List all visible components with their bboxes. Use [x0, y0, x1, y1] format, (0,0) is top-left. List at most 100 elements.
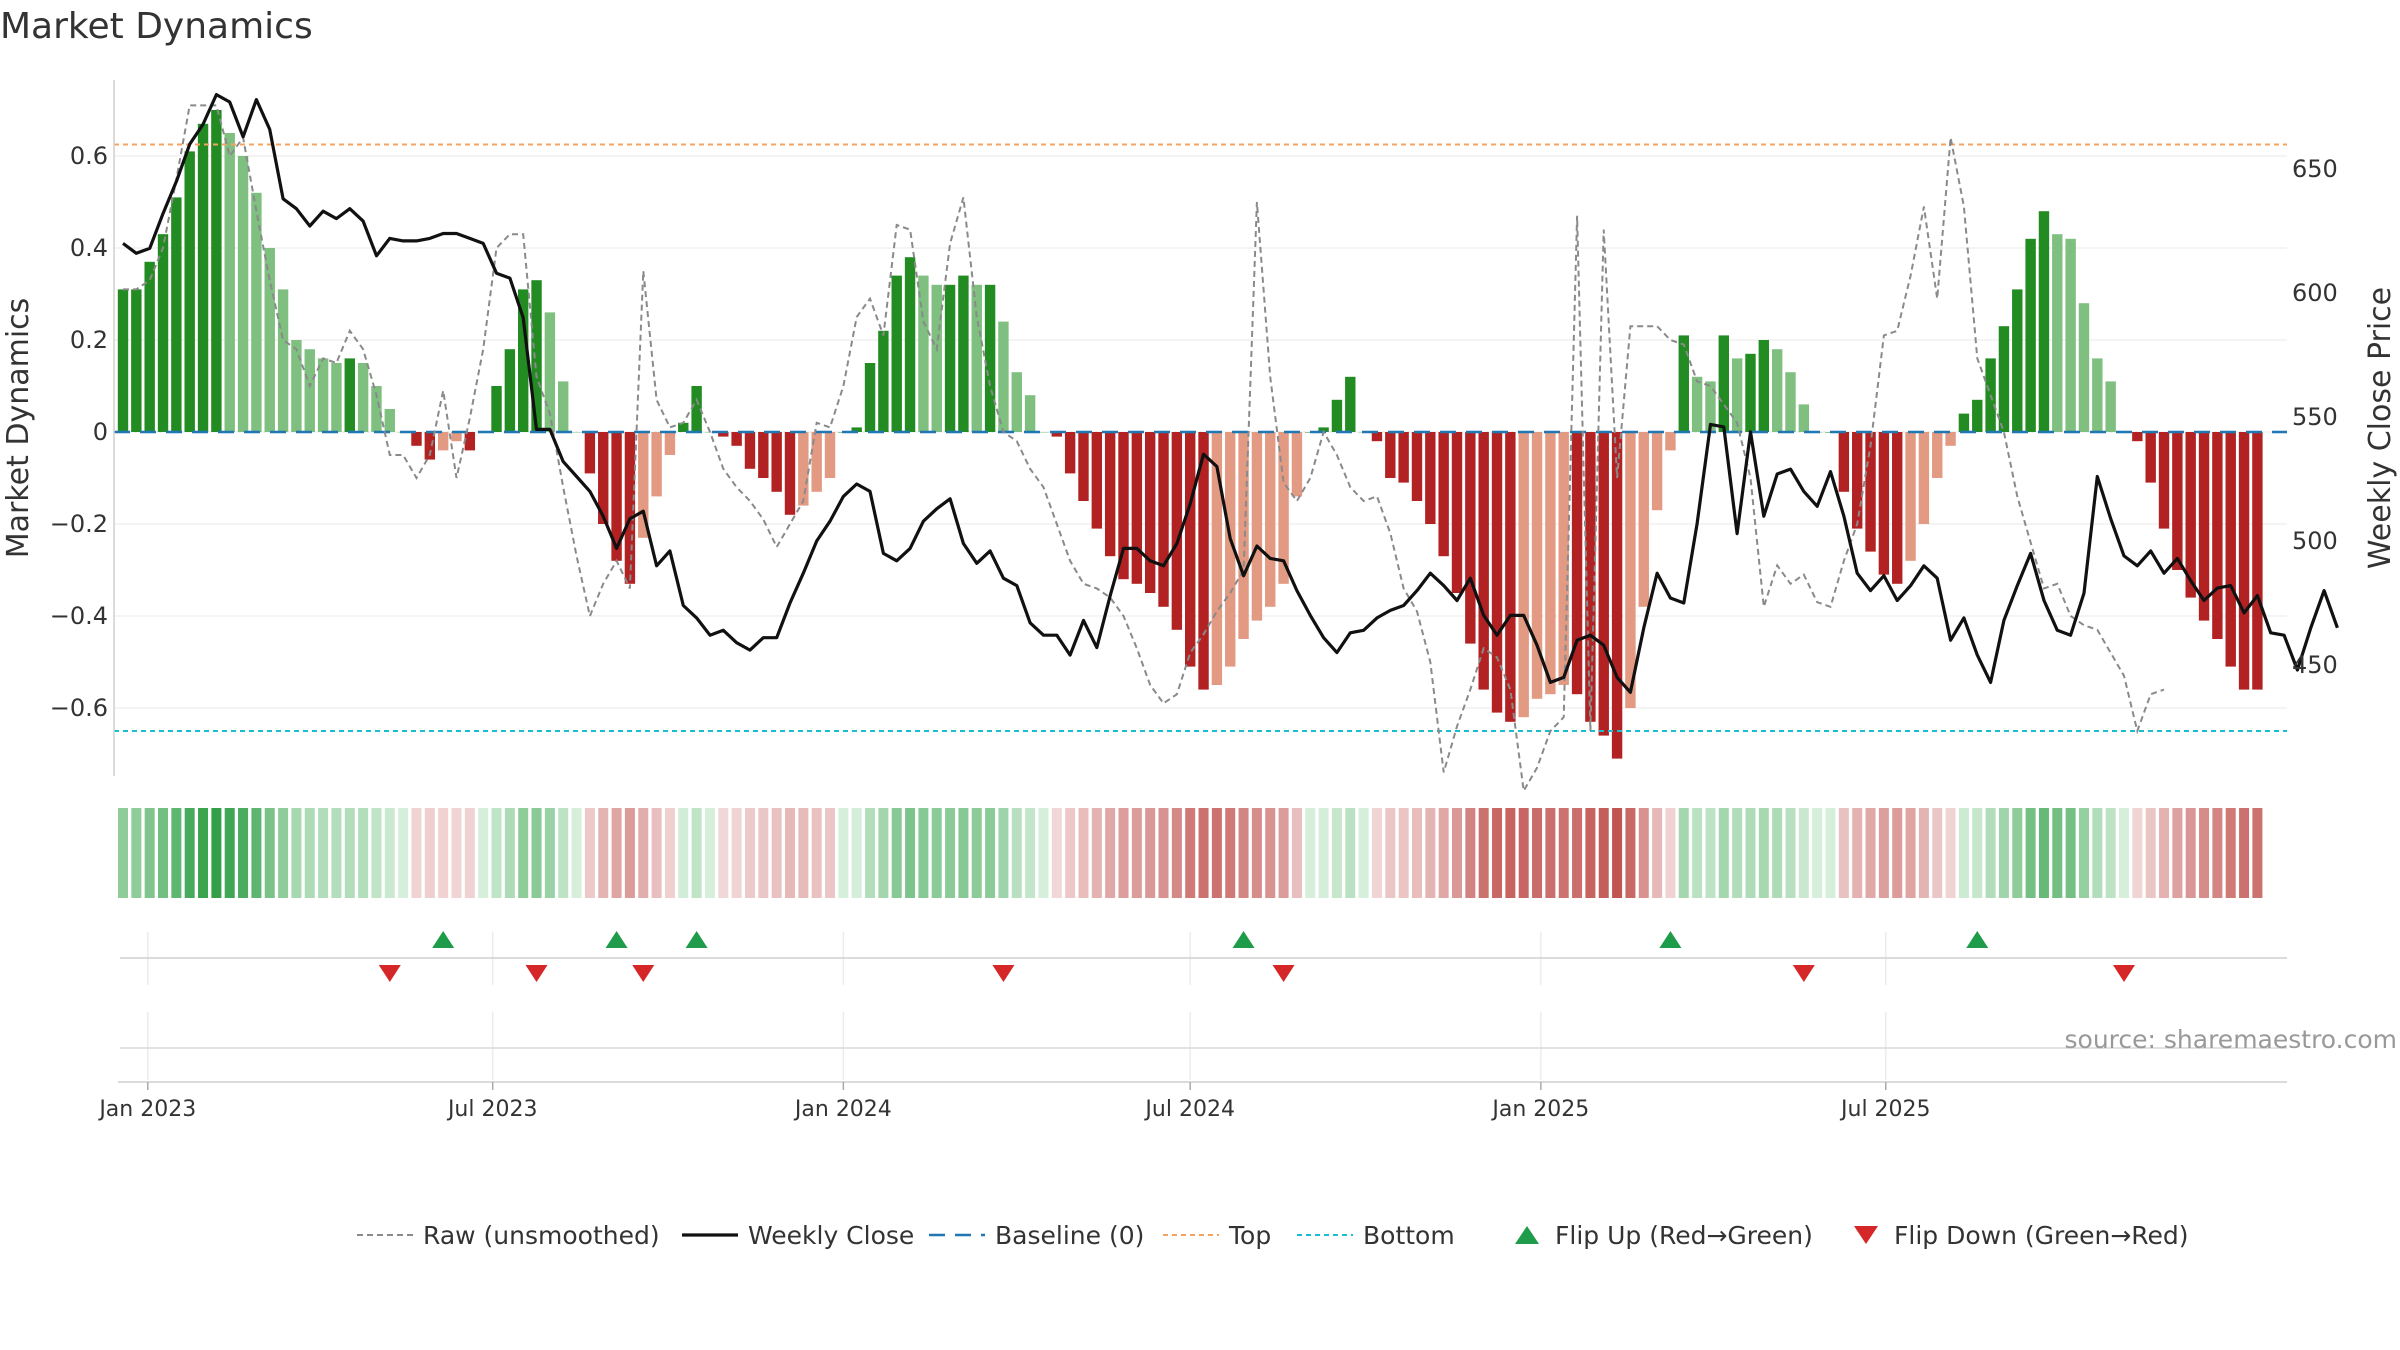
bar — [918, 275, 929, 432]
heat-cell — [571, 808, 582, 898]
heat-cell — [1505, 808, 1516, 898]
bar — [2012, 289, 2023, 432]
bar — [144, 261, 155, 432]
bar — [1932, 432, 1943, 478]
heat-cell — [1158, 808, 1169, 898]
heat-cell — [2105, 808, 2116, 898]
heat-cell — [1291, 808, 1302, 898]
bar — [1798, 404, 1810, 432]
heat-cell — [945, 808, 956, 898]
heat-cell — [1665, 808, 1676, 898]
heat-cell — [318, 808, 329, 898]
bar — [2172, 432, 2183, 570]
heat-cell — [2092, 808, 2103, 898]
bar — [904, 257, 916, 432]
heat-cell — [1131, 808, 1142, 898]
flip-down-marker — [2113, 965, 2135, 982]
bar — [1198, 432, 1209, 690]
heat-cell — [931, 808, 942, 898]
bar — [411, 432, 422, 446]
legend-label: Flip Up (Red→Green) — [1555, 1221, 1813, 1250]
bar — [1958, 413, 1970, 432]
heat-cell — [158, 808, 169, 898]
heat-cell — [1078, 808, 1089, 898]
x-tick-label: Jan 2025 — [1490, 1097, 1589, 1122]
heat-cell — [2038, 808, 2049, 898]
bar — [1211, 432, 1223, 685]
heat-cell — [1065, 808, 1076, 898]
bar — [624, 432, 636, 584]
bar — [1531, 432, 1543, 699]
bar — [2225, 432, 2236, 667]
bar — [1972, 399, 1983, 432]
bar — [1705, 381, 1716, 432]
heat-cell — [1585, 808, 1596, 898]
heat-cell — [744, 808, 755, 898]
heat-cell — [918, 808, 929, 898]
heat-cell — [584, 808, 595, 898]
bar — [1078, 432, 1089, 501]
axes: 0.6 0.4 0.2 0 −0.2 −0.4 −0.6 650 600 550 500 450 Jan… — [50, 80, 2338, 1122]
heat-cell — [1305, 808, 1316, 898]
heat-cell — [2239, 808, 2250, 898]
bar — [1905, 432, 1916, 561]
bar — [2252, 432, 2263, 690]
heat-cell — [2025, 808, 2036, 898]
y-tick-label: 0.2 — [70, 326, 108, 354]
bar — [1518, 432, 1529, 718]
bar — [1465, 432, 1476, 644]
bar — [464, 432, 476, 451]
bar — [1611, 432, 1623, 759]
heat-cell — [1171, 808, 1182, 898]
heat-cell — [464, 808, 475, 898]
legend-label: Raw (unsmoothed) — [423, 1221, 660, 1250]
bar — [1918, 432, 1930, 524]
heat-cell — [2119, 808, 2129, 898]
bar — [344, 358, 355, 432]
bar — [1051, 432, 1062, 437]
heat-cell — [638, 808, 649, 898]
heat-cell — [1545, 808, 1556, 898]
x-tick-label: Jan 2023 — [97, 1097, 196, 1122]
bar — [157, 234, 169, 432]
y2-tick-label: 600 — [2292, 279, 2338, 307]
flip-up-marker — [685, 931, 708, 948]
bar — [1091, 432, 1103, 529]
legend-label: Bottom — [1363, 1221, 1455, 1250]
bar — [691, 386, 702, 432]
bar — [197, 123, 209, 433]
heat-cell — [144, 808, 155, 898]
bar — [638, 432, 649, 538]
weekly-close-line — [122, 92, 2339, 694]
heat-cell — [198, 808, 209, 898]
heat-cell — [878, 808, 889, 898]
heat-cell — [1758, 808, 1769, 898]
bar — [598, 432, 609, 524]
bar — [718, 432, 729, 437]
bar — [931, 284, 942, 432]
heat-cell — [344, 808, 355, 898]
heat-cell — [1145, 808, 1156, 898]
bar — [2105, 381, 2116, 432]
heat-cell — [1638, 808, 1649, 898]
bar — [1945, 432, 1956, 446]
heat-cell — [544, 808, 555, 898]
heat-cell — [558, 808, 569, 898]
heat-cell — [384, 808, 395, 898]
heat-cell — [1105, 808, 1116, 898]
bar — [1371, 432, 1383, 442]
heat-cell — [664, 808, 675, 898]
bar — [971, 284, 982, 432]
bar — [2092, 358, 2103, 432]
heat-cell — [424, 808, 435, 898]
y-tick-label: −0.4 — [50, 602, 108, 630]
heat-cell — [1532, 808, 1543, 898]
bar — [1625, 432, 1636, 708]
heat-cell — [1492, 808, 1503, 898]
heat-cell — [2172, 808, 2183, 898]
bar — [224, 133, 235, 432]
bar — [1425, 432, 1436, 524]
bar — [251, 192, 262, 432]
legend-label: Top — [1228, 1221, 1271, 1250]
bar — [2025, 238, 2036, 432]
